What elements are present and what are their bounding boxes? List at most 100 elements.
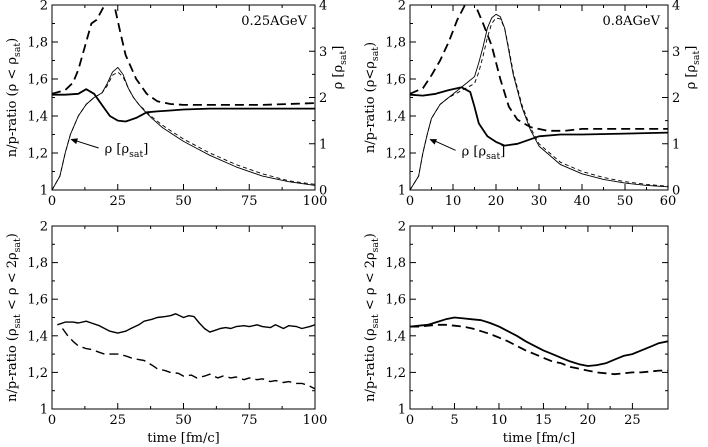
y-axis-label-part: ) — [5, 38, 20, 43]
y2-tick-label: 2 — [672, 91, 680, 106]
x-tick-label: 5 — [450, 413, 458, 428]
y-tick-label: 1 — [398, 184, 406, 199]
y-axis-label-part: n/p-ratio (ρ < ρ — [5, 57, 20, 157]
y-tick-label: 1,4 — [27, 110, 48, 125]
series-line-dashed-y-1 — [52, 5, 315, 106]
annotation-label: ρ [ρsat] — [105, 142, 149, 160]
series-line-dashed-y-1 — [410, 5, 668, 132]
y-tick-label: 1,6 — [385, 73, 406, 88]
x-tick-label: 75 — [241, 413, 258, 428]
x-tick-label: 50 — [617, 194, 634, 209]
y-axis-label-subscript: sat — [12, 314, 23, 328]
series-line-solid-y2-2 — [52, 66, 315, 190]
series-group — [52, 5, 315, 190]
x-axis-label: time [fm/c] — [147, 431, 219, 446]
y-tick-label: 1,4 — [385, 110, 406, 125]
y-axis-label-part: n/p-ratio (ρ — [363, 328, 378, 402]
annotation-label: ρ [ρsat] — [462, 144, 506, 162]
y-tick-label: 1,2 — [27, 147, 48, 162]
annotation-arrowhead — [70, 138, 78, 145]
y-tick-label: 2 — [40, 220, 48, 235]
y-axis-label-part: n/p-ratio (ρ<ρ — [363, 61, 378, 153]
series-group — [410, 316, 668, 376]
panel-bottom-left: 0 25 50 75 100 1 1,2 1,4 1,6 1,8 2 time [fm/c] n/p-r… — [5, 220, 327, 447]
series-line-solid-y-0 — [410, 316, 668, 367]
y2-tick-label: 1 — [319, 137, 327, 152]
y-axis-label-subscript: sat — [12, 238, 23, 252]
y-tick-label: 1,8 — [385, 256, 406, 271]
annotation-arrow-line — [74, 139, 99, 149]
y2-axis-label-subscript: sat — [691, 50, 702, 64]
y-axis-label: n/p-ratio (ρ<ρsat) — [363, 42, 381, 153]
x-tick-label: 20 — [488, 194, 505, 209]
y2-axis-label: ρ [ρsat] — [684, 46, 702, 90]
x-tick-label: 60 — [660, 194, 677, 209]
series-line-dashed-thin-y2-3 — [410, 17, 668, 190]
x-tick-label: 50 — [175, 413, 192, 428]
y-axis-label-part: ) — [363, 233, 378, 238]
y-tick-label: 1,6 — [385, 293, 406, 308]
y-axis-label-subscript: sat — [370, 238, 381, 252]
y-tick-label: 2 — [398, 0, 406, 14]
annotation-arrowhead — [429, 139, 437, 145]
series-line-solid-y-0 — [57, 313, 315, 334]
panel-bottom-right: 0 5 10 15 20 25 1 1,2 1,4 1,6 1,8 2 time [fm/c] n/p-r… — [363, 220, 669, 446]
y-tick-label: 1,8 — [385, 36, 406, 51]
series-group — [57, 313, 315, 390]
y-axis-label: n/p-ratio (ρsat < ρ < 2ρsat) — [363, 233, 381, 402]
x-tick-label: 100 — [303, 194, 328, 209]
y-tick-label: 1,8 — [27, 256, 48, 271]
y-axis-label-subscript: sat — [370, 47, 381, 61]
x-tick-label: 20 — [580, 413, 597, 428]
annotation-label-part: ] — [500, 144, 505, 159]
series-line-solid-y-0 — [52, 88, 315, 123]
panel-top-right: 0 10 20 30 40 50 6011,21,41,61,82012340.8AGeVn… — [363, 0, 702, 209]
y-axis-label-part: n/p-ratio (ρ — [5, 328, 20, 402]
y-axis-label-part: < ρ < 2ρ — [363, 252, 378, 314]
y2-tick-label: 2 — [319, 91, 327, 106]
y-tick-label: 2 — [40, 0, 48, 14]
series-line-dashed-y-1 — [61, 328, 315, 390]
y-axis-label-subscript: sat — [370, 314, 381, 328]
y2-axis-label-subscript: sat — [338, 50, 349, 64]
y-tick-label: 1,2 — [385, 366, 406, 381]
plot-frame — [51, 4, 316, 191]
x-tick-label: 10 — [445, 194, 462, 209]
annotation-label-part: ] — [143, 142, 148, 157]
y-axis-label: n/p-ratio (ρsat < ρ < 2ρsat) — [5, 233, 23, 402]
x-tick-label: 100 — [303, 413, 328, 428]
y-tick-label: 1 — [398, 403, 406, 418]
y-axis-label-subscript: sat — [12, 43, 23, 57]
x-tick-label: 75 — [241, 194, 258, 209]
panel-top-left: 0 25 50 75 10011,21,41,61,82012340.25AGeVn/p… — [5, 0, 349, 209]
x-tick-label: 50 — [175, 194, 192, 209]
y2-axis-label-part: ] — [331, 46, 346, 51]
x-tick-label: 30 — [531, 194, 548, 209]
y2-tick-label: 3 — [319, 45, 327, 60]
y2-tick-label: 0 — [672, 184, 680, 199]
y2-tick-label: 4 — [672, 0, 680, 14]
y-tick-label: 1,2 — [385, 147, 406, 162]
y2-axis-label: ρ [ρsat] — [331, 46, 349, 90]
x-tick-label: 40 — [574, 194, 591, 209]
y2-tick-label: 4 — [319, 0, 327, 14]
annotation-label-part: ρ [ρ — [105, 142, 130, 157]
series-group — [410, 5, 668, 190]
y-tick-label: 1,6 — [27, 73, 48, 88]
x-tick-label: 0 — [48, 413, 56, 428]
x-tick-label: 25 — [109, 413, 126, 428]
x-tick-label: 0 — [406, 413, 414, 428]
y2-tick-label: 1 — [672, 137, 680, 152]
y2-axis-label-part: ρ [ρ — [331, 65, 346, 90]
y2-tick-label: 0 — [319, 184, 327, 199]
plot-frame — [409, 225, 669, 410]
x-tick-label: 15 — [535, 413, 552, 428]
x-tick-label: 10 — [491, 413, 508, 428]
y-tick-label: 2 — [398, 220, 406, 235]
y-tick-label: 1,4 — [385, 329, 406, 344]
x-tick-label: 25 — [109, 194, 126, 209]
y2-tick-label: 3 — [672, 45, 680, 60]
annotation-label-subscript: sat — [486, 151, 500, 162]
y2-axis-label-part: ] — [684, 46, 699, 51]
y-tick-label: 1,6 — [27, 293, 48, 308]
